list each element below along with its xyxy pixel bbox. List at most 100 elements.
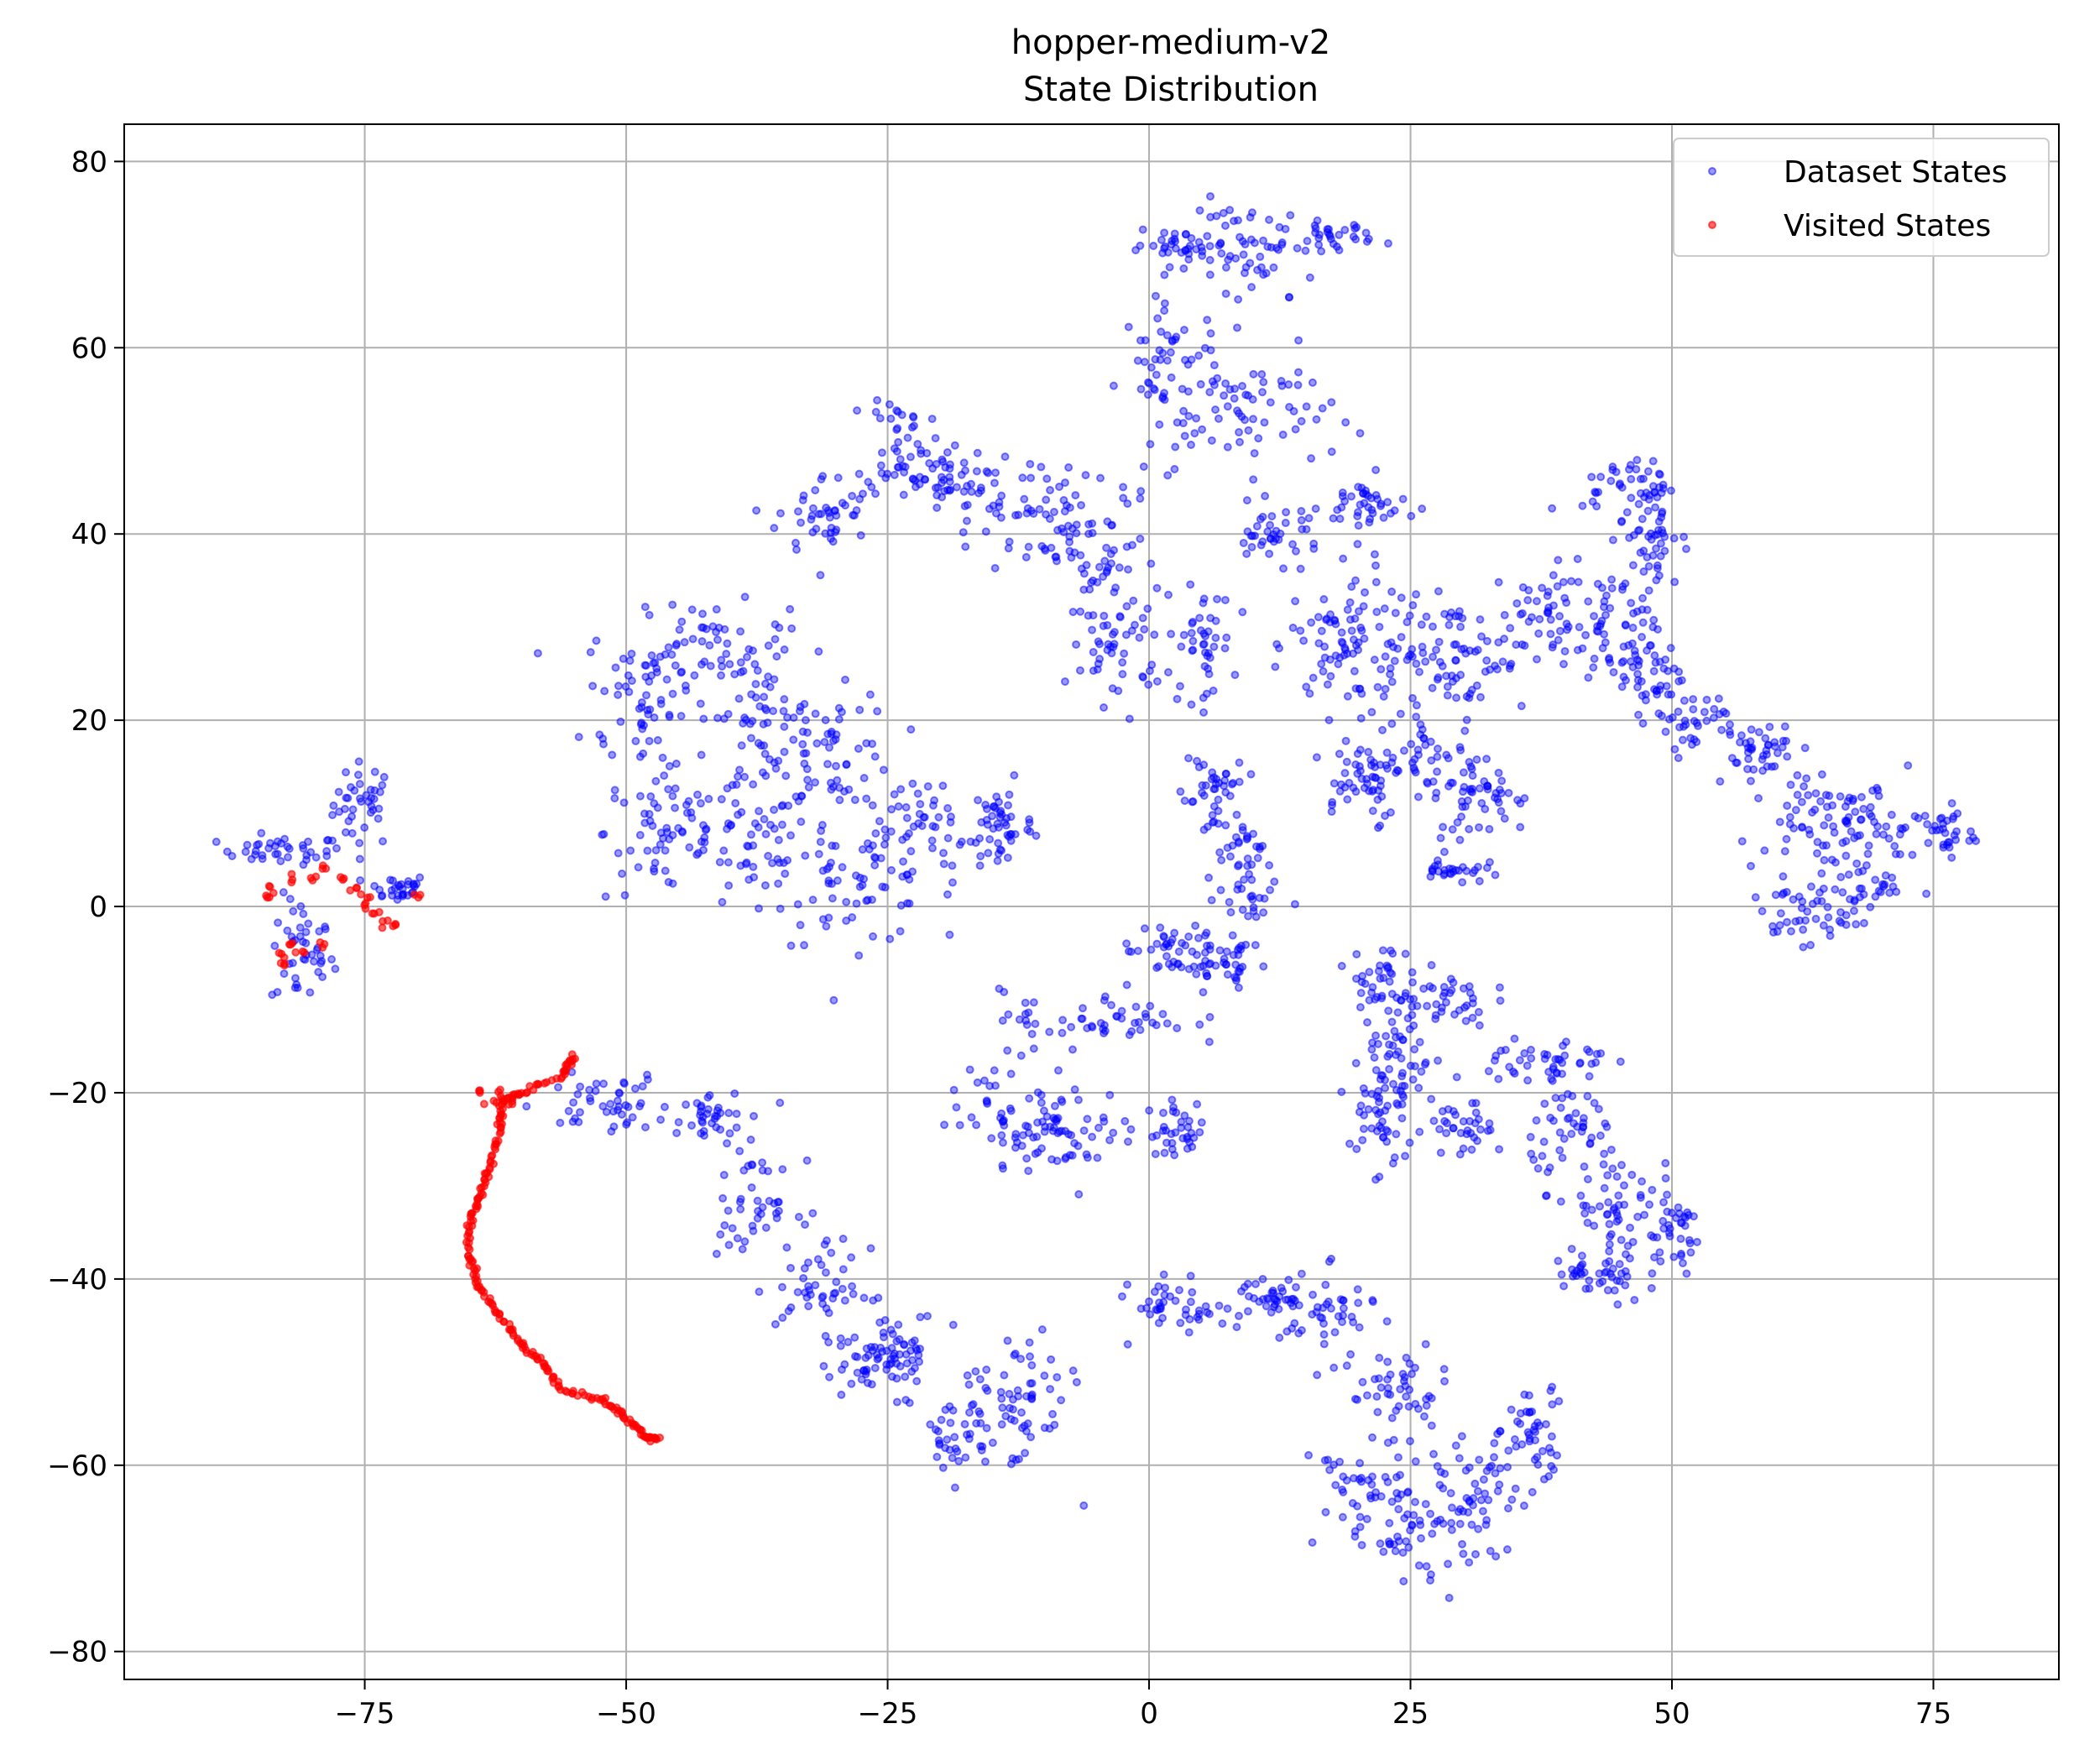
dataset-point <box>769 707 778 716</box>
dataset-point <box>797 817 806 827</box>
dataset-point <box>995 812 1005 822</box>
dataset-point <box>1027 1360 1037 1370</box>
dataset-point <box>945 930 954 939</box>
dataset-point <box>906 725 916 734</box>
dataset-point <box>1630 1295 1639 1304</box>
dataset-point <box>1382 1031 1391 1041</box>
dataset-point <box>858 489 867 499</box>
visited-point <box>495 1129 504 1138</box>
dataset-point <box>1360 634 1369 643</box>
dataset-point <box>1153 314 1162 323</box>
dataset-point <box>1617 1161 1627 1170</box>
dataset-point <box>1014 1454 1023 1464</box>
dataset-point <box>1323 680 1332 689</box>
dataset-point <box>1617 1235 1626 1245</box>
dataset-point <box>787 624 797 633</box>
dataset-point <box>801 851 810 860</box>
dataset-point <box>1797 903 1806 912</box>
dataset-point <box>931 434 940 443</box>
dataset-point <box>1335 1457 1345 1466</box>
dataset-point <box>610 786 619 795</box>
dataset-point <box>630 1084 640 1094</box>
dataset-point <box>1556 1197 1565 1206</box>
dataset-point <box>901 1396 911 1405</box>
dataset-point <box>797 791 806 801</box>
dataset-point <box>1222 947 1231 956</box>
dataset-point <box>1345 598 1355 607</box>
dataset-point <box>1232 323 1241 332</box>
dataset-point <box>1635 525 1644 535</box>
dataset-point <box>1659 1216 1668 1225</box>
dataset-point <box>1476 615 1485 624</box>
dataset-point <box>677 617 687 626</box>
dataset-point <box>1163 667 1173 676</box>
dataset-point <box>1572 1272 1581 1281</box>
dataset-point <box>703 1105 713 1114</box>
dataset-point <box>592 636 601 645</box>
dataset-point <box>1227 780 1236 789</box>
dataset-point <box>1472 681 1481 690</box>
dataset-point <box>786 831 796 840</box>
dataset-point <box>851 871 860 880</box>
dataset-point <box>1317 660 1326 669</box>
dataset-point <box>1483 1126 1492 1136</box>
dataset-point <box>675 625 684 635</box>
dataset-point <box>676 712 686 721</box>
dataset-point <box>1187 440 1196 449</box>
dataset-point <box>1676 1219 1685 1228</box>
dataset-point <box>1709 713 1718 723</box>
dataset-point <box>1855 892 1864 901</box>
dataset-point <box>283 842 292 851</box>
dataset-point <box>327 955 337 964</box>
dataset-point <box>844 1338 853 1347</box>
dataset-point <box>1226 907 1235 917</box>
dataset-point <box>1801 916 1810 925</box>
dataset-point <box>905 899 914 908</box>
dataset-point <box>1371 773 1380 782</box>
y-tick-label: 20 <box>71 704 107 738</box>
dataset-point <box>1376 1539 1385 1548</box>
dataset-point <box>651 846 661 855</box>
dataset-point <box>818 1292 828 1301</box>
dataset-point <box>684 796 693 806</box>
dataset-point <box>1374 1374 1383 1383</box>
dataset-point <box>1304 1450 1314 1460</box>
dataset-point <box>1432 1000 1441 1009</box>
dataset-point <box>627 649 636 658</box>
dataset-point <box>1444 620 1454 629</box>
dataset-point <box>1795 916 1805 925</box>
dataset-point <box>1655 1248 1664 1257</box>
dataset-point <box>737 807 746 817</box>
dataset-point <box>1057 1396 1066 1405</box>
dataset-point <box>1199 640 1209 649</box>
dataset-point <box>1122 980 1131 990</box>
dataset-point <box>1205 941 1215 950</box>
dataset-point <box>1780 722 1789 731</box>
dataset-point <box>899 490 908 499</box>
dataset-point <box>917 449 926 458</box>
dataset-point <box>866 1244 875 1253</box>
dataset-point <box>949 1085 959 1094</box>
dataset-point <box>1540 1099 1549 1109</box>
dataset-point <box>1018 473 1027 483</box>
dataset-point <box>1535 614 1544 624</box>
dataset-point <box>1225 791 1235 801</box>
dataset-point <box>1205 388 1215 397</box>
dataset-point <box>1314 639 1324 648</box>
dataset-point <box>375 787 384 796</box>
dataset-point <box>1168 1095 1177 1105</box>
dataset-point <box>1260 418 1269 427</box>
dataset-point <box>1863 849 1873 859</box>
dataset-point <box>1412 590 1421 599</box>
dataset-point <box>1503 1463 1512 1472</box>
dataset-point <box>870 860 880 870</box>
dataset-point <box>1362 1391 1371 1400</box>
dataset-point <box>1272 1297 1282 1306</box>
dataset-point <box>998 1138 1007 1147</box>
dataset-point <box>827 880 836 889</box>
dataset-point <box>1108 684 1117 693</box>
dataset-point <box>1512 640 1521 650</box>
dataset-point <box>1922 889 1931 898</box>
dataset-point <box>796 921 805 930</box>
dataset-point <box>1556 1103 1565 1112</box>
